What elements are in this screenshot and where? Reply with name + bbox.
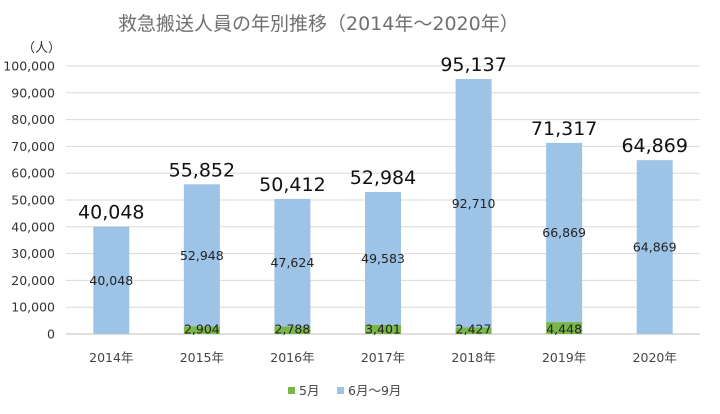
- total-label: 64,869: [621, 135, 687, 157]
- bar-5gatsu: [274, 326, 311, 334]
- bar-6-9gatsu: [546, 142, 583, 323]
- bar-5gatsu: [455, 327, 492, 334]
- x-tick-label: 2018年: [451, 350, 495, 365]
- y-tick-label: 70,000: [11, 139, 55, 154]
- data-label-6-9gatsu: 49,583: [361, 251, 405, 266]
- y-tick-label: 100,000: [3, 59, 55, 74]
- bar-5gatsu: [546, 322, 583, 334]
- data-label-6-9gatsu: 47,624: [271, 255, 315, 270]
- data-label-6-9gatsu: 40,048: [89, 273, 133, 288]
- data-label-5gatsu: 2,788: [275, 322, 311, 337]
- data-label-6-9gatsu: 52,948: [180, 248, 224, 263]
- legend-swatch: [288, 387, 295, 394]
- data-label-5gatsu: 3,401: [365, 322, 401, 337]
- total-label: 95,137: [440, 54, 506, 76]
- total-label: 52,984: [350, 167, 416, 189]
- x-tick-label: 2016年: [270, 350, 314, 365]
- bar-6-9gatsu: [455, 79, 492, 328]
- y-tick-label: 30,000: [11, 246, 55, 261]
- bar-6-9gatsu: [365, 192, 401, 325]
- y-axis-unit-label: （人）: [22, 41, 61, 56]
- x-tick-label: 2019年: [542, 350, 586, 365]
- x-axis-ticks: 2014年 2015年 2016年 2017年 2018年 2019年 2020年: [89, 350, 677, 365]
- chart-title: 救急搬送人員の年別推移（2014年～2020年）: [118, 13, 519, 35]
- legend: 5月 6月～9月: [288, 383, 401, 398]
- y-tick-label: 40,000: [11, 219, 55, 234]
- data-label-6-9gatsu: 92,710: [452, 196, 496, 211]
- x-tick-label: 2014年: [89, 350, 133, 365]
- y-tick-label: 60,000: [11, 166, 55, 181]
- bar-6-9gatsu: [274, 198, 311, 327]
- y-tick-label: 80,000: [11, 112, 55, 127]
- y-tick-label: 20,000: [11, 273, 55, 288]
- x-tick-label: 2017年: [361, 350, 405, 365]
- data-label-5gatsu: 4,448: [546, 322, 582, 337]
- bar-5gatsu: [365, 324, 401, 334]
- bar-6-9gatsu: [93, 226, 130, 334]
- total-label: 71,317: [531, 118, 597, 140]
- total-label: 50,412: [259, 174, 325, 196]
- legend-label: 5月: [299, 383, 319, 398]
- bars: 40,048 40,048 2,904 52,948 55,852 2,788 47,624…: [78, 54, 688, 336]
- x-tick-label: 2020年: [633, 350, 677, 365]
- data-label-6-9gatsu: 64,869: [633, 240, 677, 255]
- y-tick-label: 90,000: [11, 85, 55, 100]
- legend-swatch: [337, 387, 344, 394]
- bar-5gatsu: [183, 326, 220, 334]
- bar-6-9gatsu: [636, 160, 673, 334]
- total-label: 55,852: [169, 159, 235, 181]
- data-label-5gatsu: 2,427: [456, 322, 492, 337]
- data-label-5gatsu: 2,904: [184, 322, 220, 337]
- y-tick-label: 10,000: [11, 300, 55, 315]
- data-label-6-9gatsu: 66,869: [542, 225, 586, 240]
- y-axis-ticks: 0 10,000 20,000 30,000 40,000 50,000 60,000 70,…: [3, 59, 55, 342]
- x-tick-label: 2015年: [180, 350, 224, 365]
- legend-label: 6月～9月: [348, 383, 401, 398]
- y-tick-label: 0: [47, 327, 55, 342]
- total-label: 40,048: [78, 202, 144, 224]
- y-tick-label: 50,000: [11, 193, 55, 208]
- bar-6-9gatsu: [183, 184, 220, 327]
